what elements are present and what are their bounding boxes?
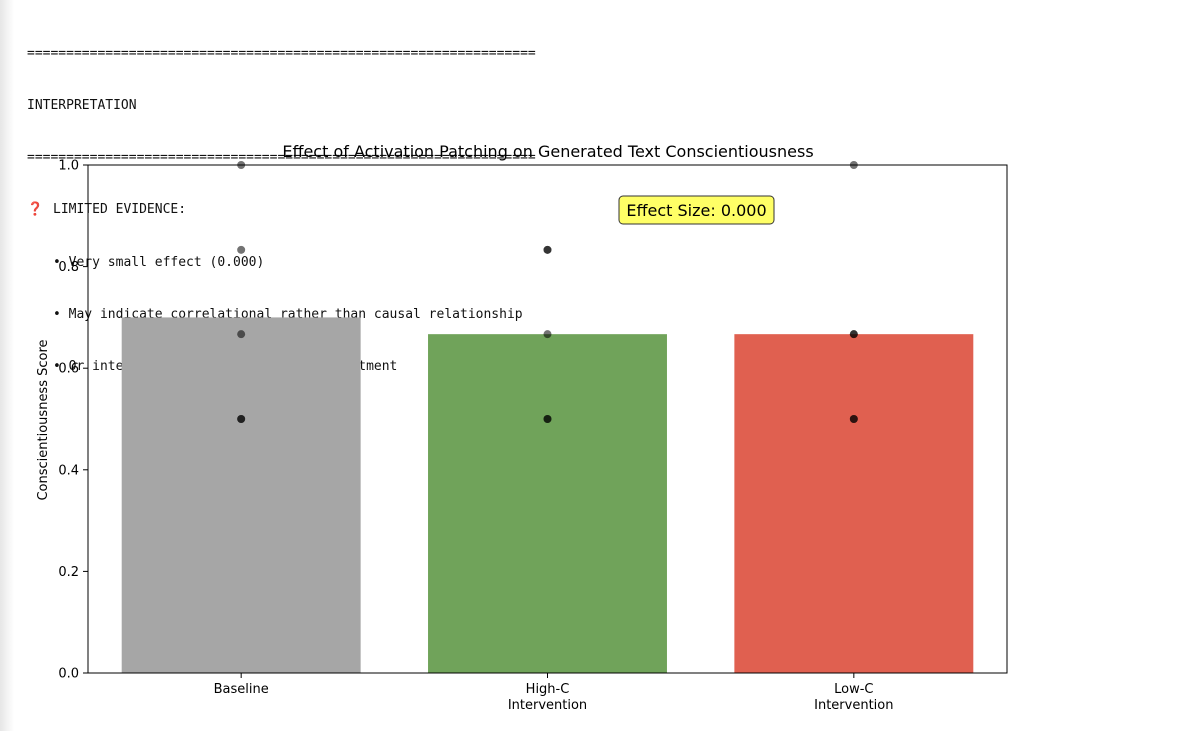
- y-tick-label: 0.6: [58, 362, 79, 377]
- effect-size-label: Effect Size: 0.000: [626, 201, 766, 220]
- separator-line: ========================================…: [27, 150, 536, 166]
- y-tick-label: 0.2: [58, 565, 79, 580]
- bullet-item: • Very small effect (0.000): [53, 254, 265, 270]
- evidence-label: LIMITED EVIDENCE:: [53, 202, 187, 218]
- data-point: [237, 245, 246, 254]
- separator-line: ========================================…: [27, 45, 536, 61]
- data-point: [237, 415, 246, 423]
- y-tick-label: 0.4: [58, 463, 79, 478]
- question-mark-icon: ❓: [27, 202, 44, 218]
- chart-title: Effect of Activation Patching on Generat…: [282, 142, 813, 161]
- x-tick-label: Low-C Intervention: [814, 682, 893, 713]
- x-tick-label: High-C Intervention: [508, 682, 587, 713]
- evidence-line: ❓ LIMITED EVIDENCE:: [27, 201, 536, 218]
- data-point: [849, 415, 858, 423]
- data-point: [543, 415, 552, 423]
- effect-size-box: [618, 195, 775, 225]
- bar-3: [734, 334, 974, 673]
- section-heading: INTERPRETATION: [27, 98, 137, 114]
- bar-1: [121, 317, 361, 673]
- bullet-item: • May indicate correlational rather than…: [53, 306, 523, 322]
- y-tick-label: 0.8: [58, 260, 79, 275]
- data-point: [849, 330, 858, 339]
- y-axis-label: Conscientiousness Score: [36, 339, 51, 500]
- data-point: [237, 330, 246, 339]
- y-tick-label: 0.0: [58, 667, 79, 682]
- x-tick-label: Baseline: [214, 682, 269, 697]
- bar-chart: Effect of Activation Patching on Generat…: [36, 142, 1008, 713]
- y-tick-label: 1.0: [58, 159, 79, 174]
- data-point: [543, 330, 552, 339]
- bar-2: [428, 334, 667, 673]
- data-point: [543, 245, 552, 254]
- window-edge-shadow: [0, 0, 14, 731]
